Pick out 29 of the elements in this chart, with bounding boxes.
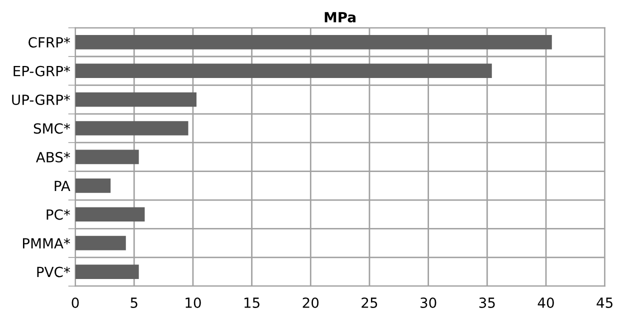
x-tick-label: 5 bbox=[130, 298, 138, 308]
bar bbox=[75, 236, 126, 250]
x-tick-label: 25 bbox=[362, 297, 378, 308]
bar bbox=[75, 92, 196, 107]
bar bbox=[75, 121, 188, 136]
x-tick-label: 35 bbox=[479, 297, 495, 308]
bar bbox=[75, 150, 139, 164]
x-tick-label: 30 bbox=[420, 297, 436, 308]
y-tick-label: PA bbox=[54, 180, 70, 191]
bar bbox=[75, 207, 145, 222]
x-tick-label: 0 bbox=[72, 297, 79, 308]
chart-title: MPa bbox=[324, 12, 356, 22]
y-tick-label: PMMA* bbox=[23, 238, 70, 248]
y-tick-label: UP-GRP* bbox=[12, 94, 70, 106]
bar bbox=[75, 34, 552, 50]
y-tick-label: PVC* bbox=[37, 266, 70, 278]
x-tick-label: 40 bbox=[538, 297, 554, 308]
x-tick-label: 45 bbox=[596, 298, 612, 308]
x-tick-label: 10 bbox=[186, 297, 201, 308]
y-tick-label: PC* bbox=[46, 209, 70, 220]
bar bbox=[75, 264, 139, 279]
y-tick-label: CFRP* bbox=[28, 37, 70, 48]
y-tick-label: EP-GRP* bbox=[14, 66, 70, 76]
bar bbox=[75, 64, 492, 78]
x-tick-label: 15 bbox=[244, 298, 260, 308]
bar bbox=[75, 178, 111, 193]
y-tick-label: SMC* bbox=[34, 123, 70, 134]
x-tick-label: 20 bbox=[302, 297, 319, 308]
y-tick-label: ABS* bbox=[36, 152, 70, 162]
